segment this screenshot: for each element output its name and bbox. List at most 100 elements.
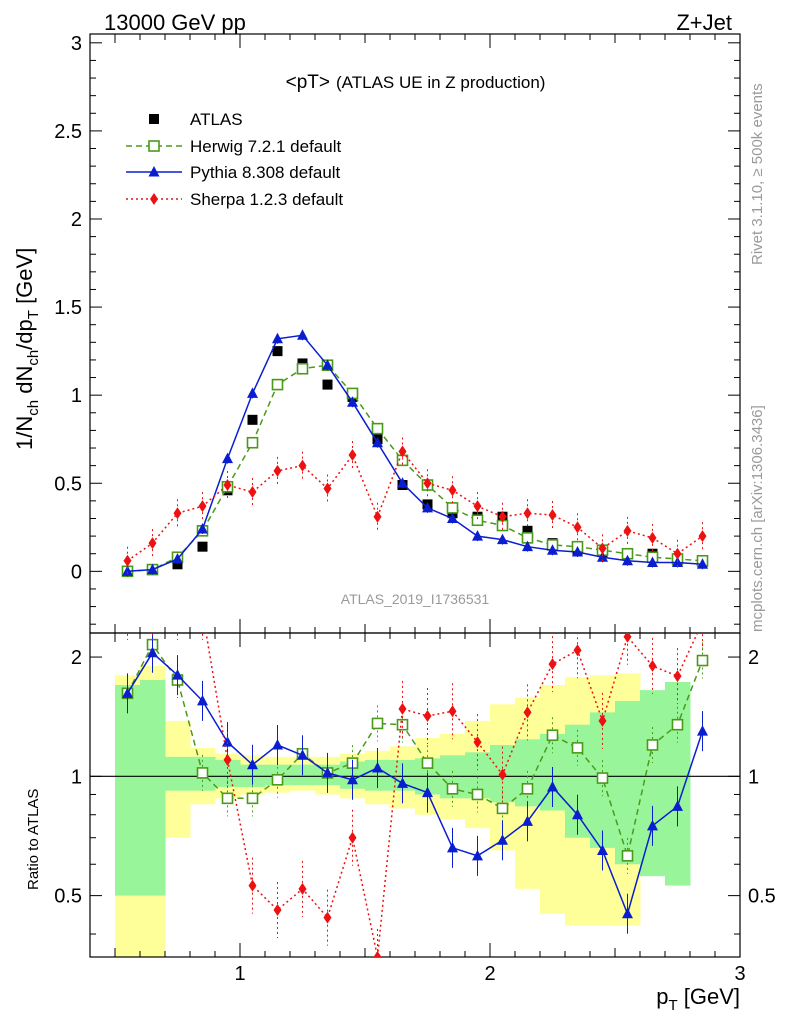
data-point: [622, 554, 633, 566]
legend-marker: [148, 166, 160, 177]
ratio-point: [522, 815, 533, 826]
ratio-point: [621, 850, 634, 862]
ratio-point: [247, 758, 258, 770]
ratio-point: [271, 774, 284, 786]
ratio-point: [172, 669, 183, 680]
band-inner-bin: [615, 700, 641, 865]
data-point: [498, 510, 507, 523]
analysis-id: ATLAS_2019_I1736531: [341, 591, 490, 607]
y-tick-label: 2.5: [54, 121, 82, 143]
ratio-y-tick-label: 1: [71, 766, 82, 788]
ratio-point: [348, 831, 357, 844]
ratio-point: [697, 725, 708, 736]
data-point: [223, 479, 232, 492]
data-point: [398, 445, 407, 458]
legend: ATLAS Herwig 7.2.1 default Pythia 8.308 de…: [126, 110, 343, 209]
ratio-point: [199, 606, 207, 618]
ratio-point: [147, 646, 158, 658]
data-point: [273, 464, 282, 477]
plot-subtitle: (ATLAS UE in Z production): [336, 73, 545, 92]
ratio-point: [498, 768, 507, 781]
y-tick-label: 2: [71, 209, 82, 231]
ratio-point: [397, 777, 408, 788]
ratio-point: [197, 694, 208, 706]
data-point: [523, 507, 532, 520]
ratio-point: [521, 783, 534, 795]
data-point: [197, 523, 208, 534]
ratio-point: [497, 834, 508, 845]
data-point: [297, 329, 308, 340]
ratio-point: [472, 849, 483, 861]
ratio-series-2: [127, 606, 703, 957]
ratio-point: [398, 702, 407, 715]
ratio-point: [596, 772, 609, 784]
data-point: [247, 387, 258, 398]
ratio-point: [122, 687, 133, 698]
data-point: [172, 553, 183, 564]
ratio-point: [523, 706, 532, 719]
data-point: [471, 514, 484, 527]
ratio-point: [446, 783, 459, 795]
data-point: [197, 541, 208, 552]
data-point: [673, 547, 682, 560]
data-point: [372, 436, 383, 448]
data-point: [271, 378, 284, 391]
ratio-point: [496, 802, 509, 815]
data-point: [497, 533, 508, 545]
mcplots-label: mcplots.cern.ch [arXiv:1306.3436]: [749, 405, 766, 632]
y-tick-label: 0.5: [54, 473, 82, 495]
ratio-line: [205, 633, 699, 957]
legend-marker: [149, 114, 159, 124]
data-point: [348, 449, 357, 462]
legend-label: Pythia 8.308 default: [190, 163, 341, 182]
band-inner-bin: [140, 680, 166, 896]
series-line: [127, 449, 703, 562]
ratio-point: [471, 788, 484, 801]
data-point: [397, 477, 408, 488]
data-point: [647, 556, 658, 568]
legend-label: Herwig 7.2.1 default: [190, 137, 341, 156]
data-point: [272, 332, 283, 344]
x-tick-label: 2: [484, 963, 495, 985]
data-point: [473, 500, 482, 513]
ratio-point: [646, 739, 659, 751]
series-3: [123, 437, 707, 575]
data-point: [697, 558, 708, 569]
ratio-point: [448, 705, 457, 718]
y-tick-label: 0: [71, 561, 82, 583]
data-point: [147, 563, 158, 575]
y-tick-label: 1.5: [54, 297, 82, 319]
ratio-point: [223, 753, 232, 766]
ratio-point: [673, 670, 682, 683]
main-frame: [89, 33, 741, 634]
data-point: [173, 507, 182, 520]
data-point: [598, 542, 607, 555]
ratio-point: [149, 606, 157, 618]
band-inner-bin: [165, 756, 191, 791]
legend-marker: [148, 140, 160, 152]
ratio-y-tick-label: 0.5: [54, 886, 82, 908]
ratio-point: [347, 773, 358, 785]
x-axis-label: pT [GeV]: [656, 984, 740, 1014]
series-2: [122, 329, 708, 577]
data-point: [423, 477, 432, 490]
ratio-point: [246, 792, 259, 805]
data-point: [547, 544, 558, 555]
data-point: [347, 396, 358, 407]
data-point: [122, 565, 133, 576]
process-label: Z+Jet: [676, 10, 732, 35]
ratio-y-tick-label-right: 1: [748, 766, 759, 788]
ratio-point: [573, 644, 582, 657]
ratio-point: [221, 792, 234, 805]
data-point: [447, 512, 458, 523]
ratio-point: [671, 718, 684, 731]
band-inner-bin: [115, 685, 141, 896]
data-point: [522, 540, 533, 552]
ratio-point: [422, 786, 433, 798]
data-point: [323, 482, 332, 495]
series-line: [127, 334, 703, 573]
ratio-series: [121, 606, 709, 957]
data-point: [322, 359, 333, 370]
data-point: [698, 530, 707, 543]
